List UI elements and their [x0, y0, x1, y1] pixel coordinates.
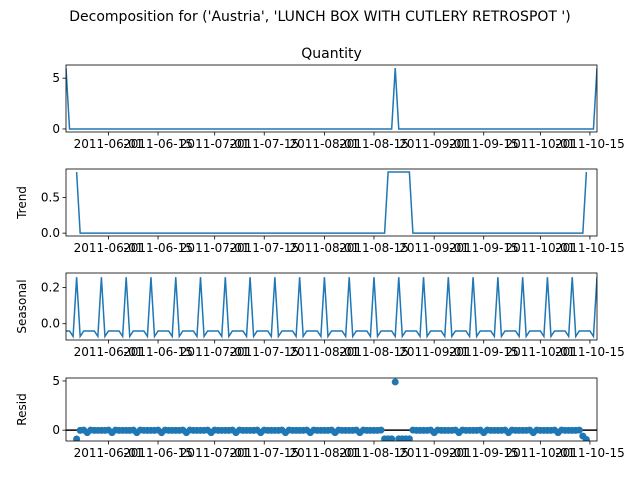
resid-point: [575, 426, 583, 434]
y-axis-label: Seasonal: [15, 279, 29, 333]
series-line-seasonal: [66, 277, 597, 339]
x-tick-label: 2011-07-15: [229, 241, 299, 255]
x-tick-label: 2011-08-15: [339, 241, 409, 255]
y-tick-label: 5: [52, 71, 60, 85]
x-tick-label: 2011-08-01: [290, 446, 360, 460]
x-tick-label: 2011-08-15: [339, 137, 409, 151]
x-tick-label: 2011-08-01: [290, 345, 360, 359]
x-tick-label: 2011-06-15: [123, 446, 193, 460]
panel-2: Trend 0.0 0.5 2011-06-012011-06-152011-07-0…: [15, 168, 625, 255]
x-tick-label: 2011-08-01: [290, 241, 360, 255]
resid-point: [388, 435, 396, 441]
x-tick-label: 2011-06-01: [74, 446, 144, 460]
figure-suptitle: Decomposition for ('Austria', 'LUNCH BOX…: [69, 9, 570, 25]
axes-frame: [65, 168, 598, 237]
panel-4: Resid052011-06-012011-06-152011-07-01201…: [15, 374, 625, 460]
x-tick-label: 2011-07-01: [180, 345, 250, 359]
x-tick-label: 2011-10-15: [555, 446, 625, 460]
y-axis-label: Resid: [15, 393, 29, 425]
resid-point: [391, 378, 399, 386]
resid-point: [377, 426, 385, 434]
x-tick-label: 2011-06-01: [74, 137, 144, 151]
x-tick-label: 2011-09-15: [449, 137, 519, 151]
x-tick-label: 2011-09-01: [399, 446, 469, 460]
x-tick-label: 2011-08-15: [339, 446, 409, 460]
x-tick-label: 2011-09-01: [399, 345, 469, 359]
x-tick-label: 2011-10-01: [505, 137, 575, 151]
y-tick-label: 0: [52, 122, 60, 136]
x-tick-label: 2011-06-01: [74, 241, 144, 255]
resid-point: [73, 435, 81, 441]
panel-1: Quantity 0 5 2011-06-012011-06-152011-07-01…: [52, 46, 624, 151]
x-tick-label: 2011-10-01: [505, 446, 575, 460]
series-line-quantity: [66, 68, 597, 130]
y-tick-label: 0.0: [41, 317, 60, 331]
x-tick-label: 2011-10-15: [555, 137, 625, 151]
resid-point: [405, 435, 413, 441]
axes-frame: [65, 64, 598, 133]
x-tick-label: 2011-09-01: [399, 241, 469, 255]
data-layer: [75, 171, 588, 234]
x-tick-label: 2011-07-01: [180, 446, 250, 460]
y-tick-label: 0: [52, 423, 60, 437]
x-tick-label: 2011-07-15: [229, 446, 299, 460]
x-tick-label: 2011-10-01: [505, 345, 575, 359]
x-tick-label: 2011-09-15: [449, 345, 519, 359]
x-tick-label: 2011-09-15: [449, 241, 519, 255]
x-tick-label: 2011-07-15: [229, 345, 299, 359]
x-tick-label: 2011-08-01: [290, 137, 360, 151]
x-tick-label: 2011-07-01: [180, 137, 250, 151]
x-tick-label: 2011-06-15: [123, 345, 193, 359]
y-tick-label: 5: [52, 374, 60, 388]
data-layer: [66, 277, 597, 339]
panel-3: Seasonal 0.00.22011-06-012011-06-152011-0…: [15, 272, 625, 359]
data-layer: [66, 68, 597, 130]
panel-title: Quantity: [301, 46, 362, 62]
x-tick-label: 2011-08-15: [339, 345, 409, 359]
series-line-trend: [75, 171, 588, 234]
x-tick-label: 2011-10-15: [555, 345, 625, 359]
x-tick-label: 2011-10-01: [505, 241, 575, 255]
x-tick-label: 2011-07-01: [180, 241, 250, 255]
x-tick-label: 2011-09-15: [449, 446, 519, 460]
axes-frame: [65, 272, 598, 341]
x-tick-label: 2011-06-01: [74, 345, 144, 359]
x-tick-label: 2011-07-15: [229, 137, 299, 151]
y-axis-label: Trend: [15, 186, 29, 220]
x-tick-label: 2011-06-15: [123, 137, 193, 151]
y-tick-label: 0.0: [41, 226, 60, 240]
axes-frame: [65, 377, 598, 442]
y-tick-label: 0.2: [41, 280, 60, 294]
resid-point: [582, 436, 590, 441]
x-tick-label: 2011-10-15: [555, 241, 625, 255]
y-tick-label: 0.5: [41, 191, 60, 205]
x-tick-label: 2011-06-15: [123, 241, 193, 255]
data-layer: [66, 378, 597, 441]
x-tick-label: 2011-09-01: [399, 137, 469, 151]
